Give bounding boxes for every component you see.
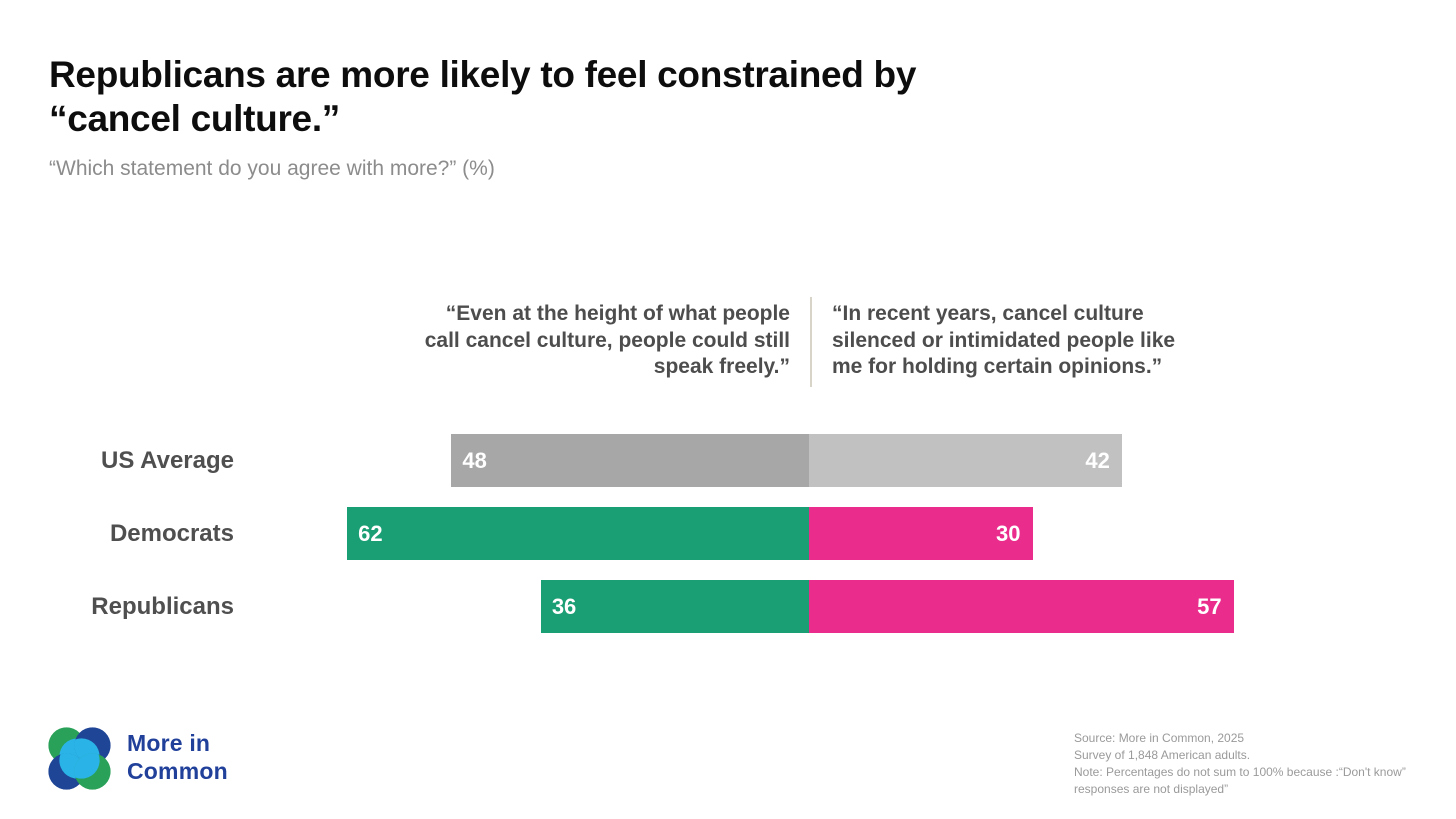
bar-left-statement: 36	[540, 580, 809, 633]
chart-row-republicans: Republicans 36 57	[0, 580, 1456, 633]
column-header-right-statement: “In recent years, cancel culture silence…	[832, 302, 1176, 378]
category-label: Democrats	[109, 519, 234, 547]
logo-wordmark: More in Common	[127, 730, 228, 784]
chart-title: Republicans are more likely to feel cons…	[49, 54, 917, 139]
bar-left-statement: 48	[451, 434, 809, 487]
bar-value-left: 48	[462, 447, 487, 473]
bar-right-statement: 57	[809, 580, 1234, 633]
bar-left-statement: 62	[347, 507, 809, 560]
source-note: Source: More in Common, 2025 Survey of 1…	[1074, 731, 1406, 796]
chart-subtitle: “Which statement do you agree with more?…	[49, 157, 495, 180]
category-label: US Average	[101, 446, 234, 474]
more-in-common-logo: More in Common	[47, 726, 228, 791]
chart-rows: US Average 48 42 Democrats 62 30 Republicans 36…	[0, 434, 1456, 653]
bar-right-statement: 42	[809, 434, 1122, 487]
chart-row-us-average: US Average 48 42	[0, 434, 1456, 487]
header-divider-line	[810, 297, 812, 387]
bar-right-statement: 30	[809, 507, 1033, 560]
bar-value-left: 36	[551, 593, 577, 619]
category-label: Republicans	[91, 592, 234, 620]
more-in-common-flower-icon	[48, 727, 111, 790]
bar-value-left: 62	[358, 520, 383, 546]
bar-value-right: 42	[1085, 447, 1110, 473]
chart-row-democrats: Democrats 62 30	[0, 507, 1456, 560]
bar-value-right: 57	[1197, 593, 1222, 619]
column-header-left-statement: “Even at the height of what people call …	[424, 302, 790, 378]
bar-value-right: 30	[996, 520, 1021, 546]
